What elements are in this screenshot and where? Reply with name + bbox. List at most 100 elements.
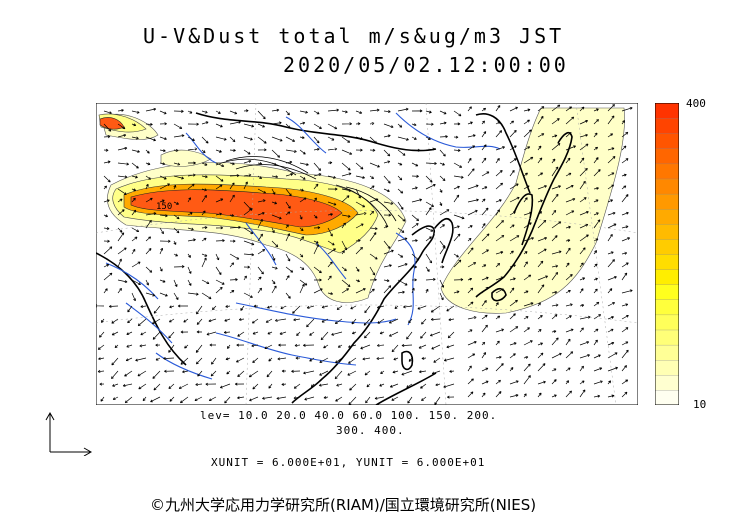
wind-arrow [551,394,557,398]
wind-arrow [481,314,488,320]
wind-arrow [108,304,119,308]
wind-arrow [448,318,455,322]
wind-arrow [425,122,434,126]
wind-arrow [303,343,315,347]
wind-arrow [169,396,175,402]
wind-arrow [481,207,489,216]
wind-arrow [243,136,253,141]
wind-arrow [196,318,203,325]
wind-arrow [523,236,534,242]
wind-arrow [103,123,112,132]
wind-arrow [363,318,371,326]
wind-arrow [201,292,212,300]
wind-arrow [439,246,446,255]
wind-arrow [439,188,443,193]
wind-arrow [249,396,259,402]
wind-arrow [565,247,571,255]
wind-arrow [397,227,405,233]
wind-arrow [285,173,294,177]
wind-arrow [523,274,532,281]
wind-arrow [285,160,293,164]
wind-arrow [369,175,375,180]
wind-arrow [169,305,175,309]
wind-arrow [159,110,167,115]
wind-arrow [509,380,519,385]
wind-arrow [565,106,573,112]
wind-arrow [425,201,435,207]
wind-arrow [509,367,514,372]
wind-arrow [264,344,273,350]
legend-band [655,268,679,285]
wind-arrow [237,396,245,400]
wind-arrow [293,318,301,322]
wind-arrow [145,248,152,255]
coastlines [96,112,573,405]
wind-arrow [453,233,461,242]
wind-arrow [411,186,418,190]
wind-arrow [509,264,516,268]
wind-arrow [551,271,559,281]
wind-arrow [173,109,184,113]
wind-arrow [425,266,430,272]
wind-arrow [397,136,409,141]
wind-arrow [394,305,399,310]
wind-arrow [467,121,473,125]
wind-arrow [215,149,222,153]
wind-arrow [481,223,486,229]
wind-arrow [159,227,164,235]
wind-arrow [257,276,262,281]
wind-arrow [201,257,207,268]
wind-arrow [215,286,223,294]
wind-arrow [252,331,259,335]
wind-arrow [565,145,576,151]
wind-arrow [355,136,364,140]
wind-arrow [243,149,251,155]
wind-arrow [97,369,105,373]
wind-arrow [579,223,589,229]
wind-arrow [268,357,273,362]
wind-arrow [579,210,589,216]
wind-arrow [621,365,627,372]
wind-arrow [509,183,519,190]
wind-arrow [183,318,189,323]
wind-arrow [251,318,259,324]
wind-arrow [327,212,333,216]
wind-arrow [383,225,389,229]
wind-arrow [411,174,419,178]
wind-arrow [467,353,476,359]
wind-arrow [117,258,122,268]
wind-arrow [285,136,296,142]
wind-arrow [205,382,217,386]
wind-arrow [299,162,309,166]
wind-arrow [293,396,301,400]
wind-arrow [168,344,175,353]
wind-arrow [537,237,548,242]
wind-arrow [117,188,127,195]
wind-arrow [383,134,391,138]
wind-arrow [285,149,297,153]
wind-arrow [150,396,161,403]
wind-arrow [383,213,392,217]
wind-arrow [434,396,441,405]
wind-arrow [453,148,461,152]
wind-arrow [537,106,545,112]
wind-arrow [579,315,591,320]
wind-arrow [319,357,329,363]
wind-arrow [421,318,427,325]
wind-arrow [421,356,427,360]
wind-arrow [145,212,157,216]
wind-arrow [481,264,487,268]
wind-arrow [425,236,432,242]
wind-arrow [173,201,179,205]
legend-band [655,117,679,134]
wind-arrow [411,162,419,167]
wind-arrow [314,278,322,282]
wind-arrow [495,340,500,346]
wind-arrow [607,276,617,281]
wind-arrow [551,250,562,255]
wind-arrow [453,185,460,190]
wind-arrow [215,226,224,230]
wind-arrow [327,136,335,141]
contour-label: 150 [156,202,172,212]
wind-arrow [215,212,222,216]
